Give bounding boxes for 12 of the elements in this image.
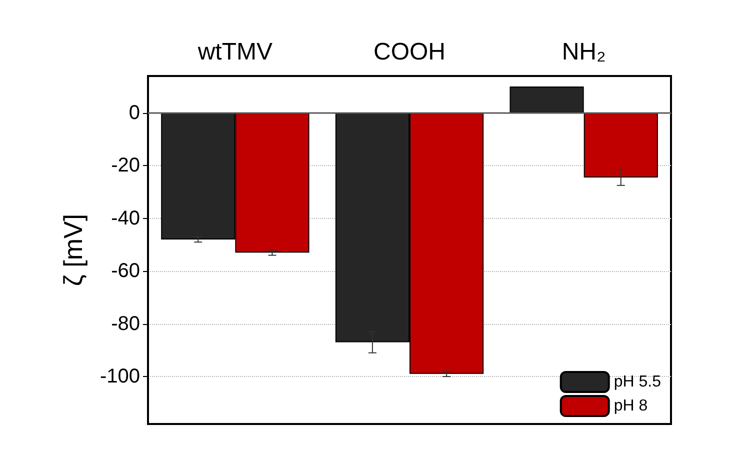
y-tick-label: -80 — [111, 312, 140, 335]
y-tick-label: -20 — [111, 154, 140, 177]
x-tick-label: wtTMV — [196, 38, 273, 66]
y-tick-label: -40 — [111, 207, 140, 230]
y-axis-title: ζ [mV] — [58, 214, 88, 286]
x-tick-label: COOH — [374, 38, 446, 66]
y-tick-label: 0 — [128, 102, 140, 124]
legend-label: pH 5.5 — [614, 374, 662, 390]
y-tick-label: -100 — [100, 366, 140, 388]
legend-label: pH 8 — [614, 398, 648, 414]
x-tick-label: NH₂ — [562, 38, 606, 66]
y-tick-label: -60 — [111, 260, 140, 282]
